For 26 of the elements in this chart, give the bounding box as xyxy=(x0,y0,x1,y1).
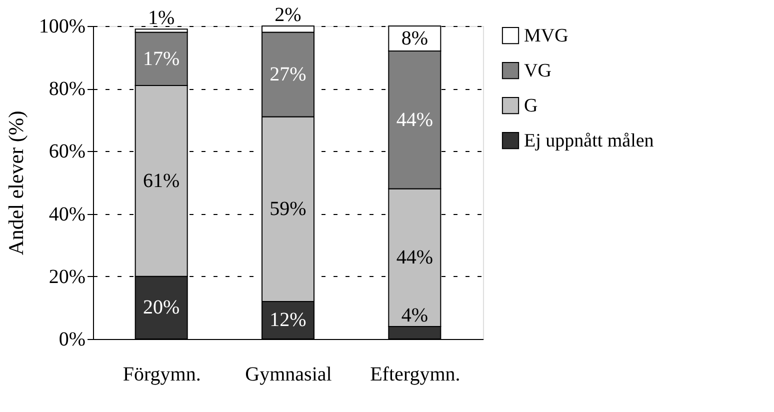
y-tick-label: 20% xyxy=(48,266,86,288)
y-tick-label: 100% xyxy=(38,16,86,38)
data-label: 44% xyxy=(396,246,434,269)
legend-label: Ej uppnått målen xyxy=(524,130,654,152)
y-axis-title: Andel elever (%) xyxy=(4,110,28,256)
y-tick-label: 60% xyxy=(48,140,86,163)
x-tick-label: Gymnasial xyxy=(245,364,332,386)
data-label: 17% xyxy=(142,48,180,70)
data-label: 8% xyxy=(401,28,428,50)
data-label: 20% xyxy=(142,296,180,319)
x-tick-label: Eftergymn. xyxy=(370,364,460,386)
y-tick-label: 80% xyxy=(48,78,86,100)
data-label: 12% xyxy=(270,309,306,332)
y-tick-label: 0% xyxy=(58,328,86,350)
y-tick-label: 40% xyxy=(48,203,86,226)
legend-label: MVG xyxy=(524,26,569,46)
legend-label: G xyxy=(524,96,538,116)
data-label: 27% xyxy=(270,64,306,86)
data-label: 2% xyxy=(274,4,302,26)
data-label: 59% xyxy=(270,198,306,220)
legend-label: VG xyxy=(524,60,552,82)
data-label: 1% xyxy=(148,7,175,30)
data-label: 44% xyxy=(396,108,434,131)
x-tick-label: Förgymn. xyxy=(122,364,201,386)
data-label: 61% xyxy=(142,170,180,192)
data-label: 4% xyxy=(401,304,428,326)
